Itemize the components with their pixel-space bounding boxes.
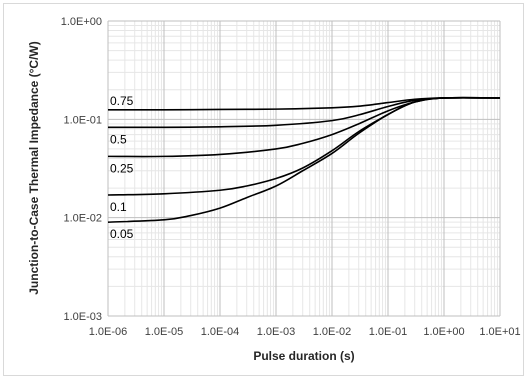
x-tick-label: 1.0E+01 <box>479 326 520 338</box>
y-axis-title: Junction-to-Case Thermal Impedance (°C/W… <box>27 41 41 295</box>
x-tick-label: 1.0E+00 <box>423 326 464 338</box>
y-tick-labels: 1.0E-03 1.0E-02 1.0E-01 1.0E+00 <box>61 16 102 323</box>
y-tick-label: 1.0E-01 <box>63 114 102 126</box>
y-tick-label: 1.0E+00 <box>61 16 102 28</box>
y-tick-label: 1.0E-02 <box>63 213 102 225</box>
x-tick-label: 1.0E-04 <box>201 326 240 338</box>
x-tick-label: 1.0E-03 <box>257 326 296 338</box>
series-label-0.25: 0.25 <box>110 161 134 175</box>
x-tick-label: 1.0E-01 <box>369 326 408 338</box>
series-label-0.1: 0.1 <box>110 200 127 214</box>
series-line-0.05 <box>107 96 501 223</box>
gridlines <box>107 20 501 317</box>
x-tick-label: 1.0E-05 <box>145 326 184 338</box>
series-label-0.05: 0.05 <box>110 227 134 241</box>
y-tick-label: 1.0E-03 <box>63 311 102 323</box>
series-lines <box>107 96 501 223</box>
x-tick-label: 1.0E-02 <box>313 326 352 338</box>
series-label-0.75: 0.75 <box>110 94 134 108</box>
series-labels: 0.75 0.5 0.25 0.1 0.05 <box>110 94 134 241</box>
x-tick-labels: 1.0E-06 1.0E-05 1.0E-04 1.0E-03 1.0E-02 1.0E-… <box>89 326 521 338</box>
x-tick-label: 1.0E-06 <box>89 326 128 338</box>
x-axis-title: Pulse duration (s) <box>253 349 354 363</box>
series-label-0.5: 0.5 <box>110 132 127 146</box>
